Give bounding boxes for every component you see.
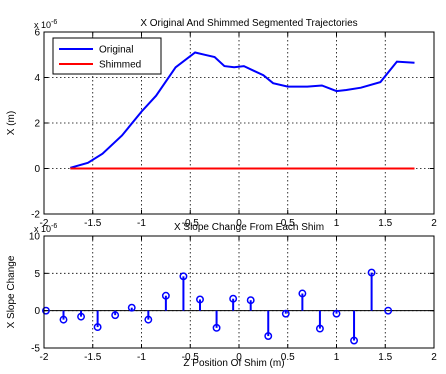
stem-marker <box>212 323 221 332</box>
plot-frame <box>43 31 435 215</box>
y-tick-label: 0 <box>34 164 40 175</box>
x-tick-label: -2 <box>40 218 49 229</box>
stem-marker <box>384 306 393 315</box>
exponent-base: x 10 <box>34 224 51 234</box>
stem-marker <box>367 268 376 277</box>
y-tick-label: -5 <box>31 344 40 355</box>
x-tick-label: -1 <box>137 218 146 229</box>
legend-label: Original <box>99 45 133 56</box>
chart-title: X Slope Change From Each Shim <box>174 222 324 233</box>
legend-label: Shimmed <box>99 60 141 71</box>
x-tick-label: 0 <box>236 218 242 229</box>
axis-exponent: x 10-6 <box>34 19 57 30</box>
legend: Original Shimmed <box>52 37 162 75</box>
stem-marker <box>332 309 341 318</box>
x-tick-label: -0.5 <box>182 218 200 229</box>
y-tick-label: -2 <box>31 210 40 221</box>
y-axis-label: X Slope Change <box>6 255 17 328</box>
stem-marker <box>264 332 273 341</box>
y-tick-labels: -2 0 2 4 6 <box>31 28 40 221</box>
x-tick-label: 2 <box>431 218 437 229</box>
x-tick-labels: -2 -1.5 -1 -0.5 0 0.5 1 1.5 2 <box>40 218 438 229</box>
chart-title: X Original And Shimmed Segmented Traject… <box>140 18 357 29</box>
exponent-base: x 10 <box>34 20 51 30</box>
axis-exponent: x 10-6 <box>34 223 57 234</box>
y-tick-labels: -5 0 5 10 <box>29 232 41 355</box>
x-tick-label: 1 <box>334 352 340 363</box>
stem-marker <box>229 294 238 303</box>
y-axis-label: X (m) <box>6 111 17 135</box>
stem-marker <box>42 306 50 315</box>
x-tick-label: -2 <box>40 352 49 363</box>
stem-marker <box>144 315 153 324</box>
x-axis-label: Z Position Of Shim (m) <box>183 358 284 369</box>
exponent-power: -6 <box>51 223 57 230</box>
series-group <box>70 51 415 170</box>
y-tick-label: 10 <box>29 232 41 243</box>
stem-marker <box>298 289 307 298</box>
x-tick-label: 2 <box>431 352 437 363</box>
legend-box <box>52 37 162 75</box>
stem-marker <box>281 309 290 318</box>
x-tick-label: 0.5 <box>281 218 295 229</box>
y-tick-label: 5 <box>34 269 40 280</box>
stem-marker <box>315 324 324 333</box>
stem-marker <box>93 323 102 332</box>
stem-marker <box>111 311 120 320</box>
stem-marker <box>59 315 68 324</box>
y-tick-label: 6 <box>34 28 40 39</box>
x-tick-label: 1.5 <box>378 352 392 363</box>
stem-marker <box>179 272 188 281</box>
y-tick-label: 4 <box>34 73 40 84</box>
stem-marker <box>196 295 204 304</box>
x-tick-label: -1.5 <box>84 218 102 229</box>
x-tick-label: 1.5 <box>378 218 392 229</box>
stem-marker <box>350 336 358 345</box>
series-group <box>42 268 434 345</box>
axes-slope-change: -2 -1.5 -1 -0.5 0 0.5 1 1.5 2 -5 0 5 10 X Slope Cha… <box>6 222 437 369</box>
series-line-original <box>70 51 415 169</box>
x-tick-label: -0.5 <box>182 352 200 363</box>
stem-marker <box>77 312 86 321</box>
axes-trajectories: -2 -1.5 -1 -0.5 0 0.5 1 1.5 2 -2 0 2 4 6 X Original … <box>6 18 437 229</box>
stem-marker <box>161 291 170 300</box>
y-tick-label: 2 <box>34 119 40 130</box>
x-tick-label: -1.5 <box>84 352 102 363</box>
plot-frame <box>43 235 435 349</box>
stem-marker <box>246 296 255 305</box>
exponent-power: -6 <box>51 19 57 26</box>
x-tick-label: 0 <box>236 352 242 363</box>
x-tick-labels: -2 -1.5 -1 -0.5 0 0.5 1 1.5 2 <box>40 352 438 363</box>
x-tick-label: 0.5 <box>281 352 295 363</box>
x-tick-label: 1 <box>334 218 340 229</box>
y-tick-label: 0 <box>34 306 40 317</box>
x-tick-label: -1 <box>137 352 146 363</box>
stem-marker <box>127 303 136 312</box>
